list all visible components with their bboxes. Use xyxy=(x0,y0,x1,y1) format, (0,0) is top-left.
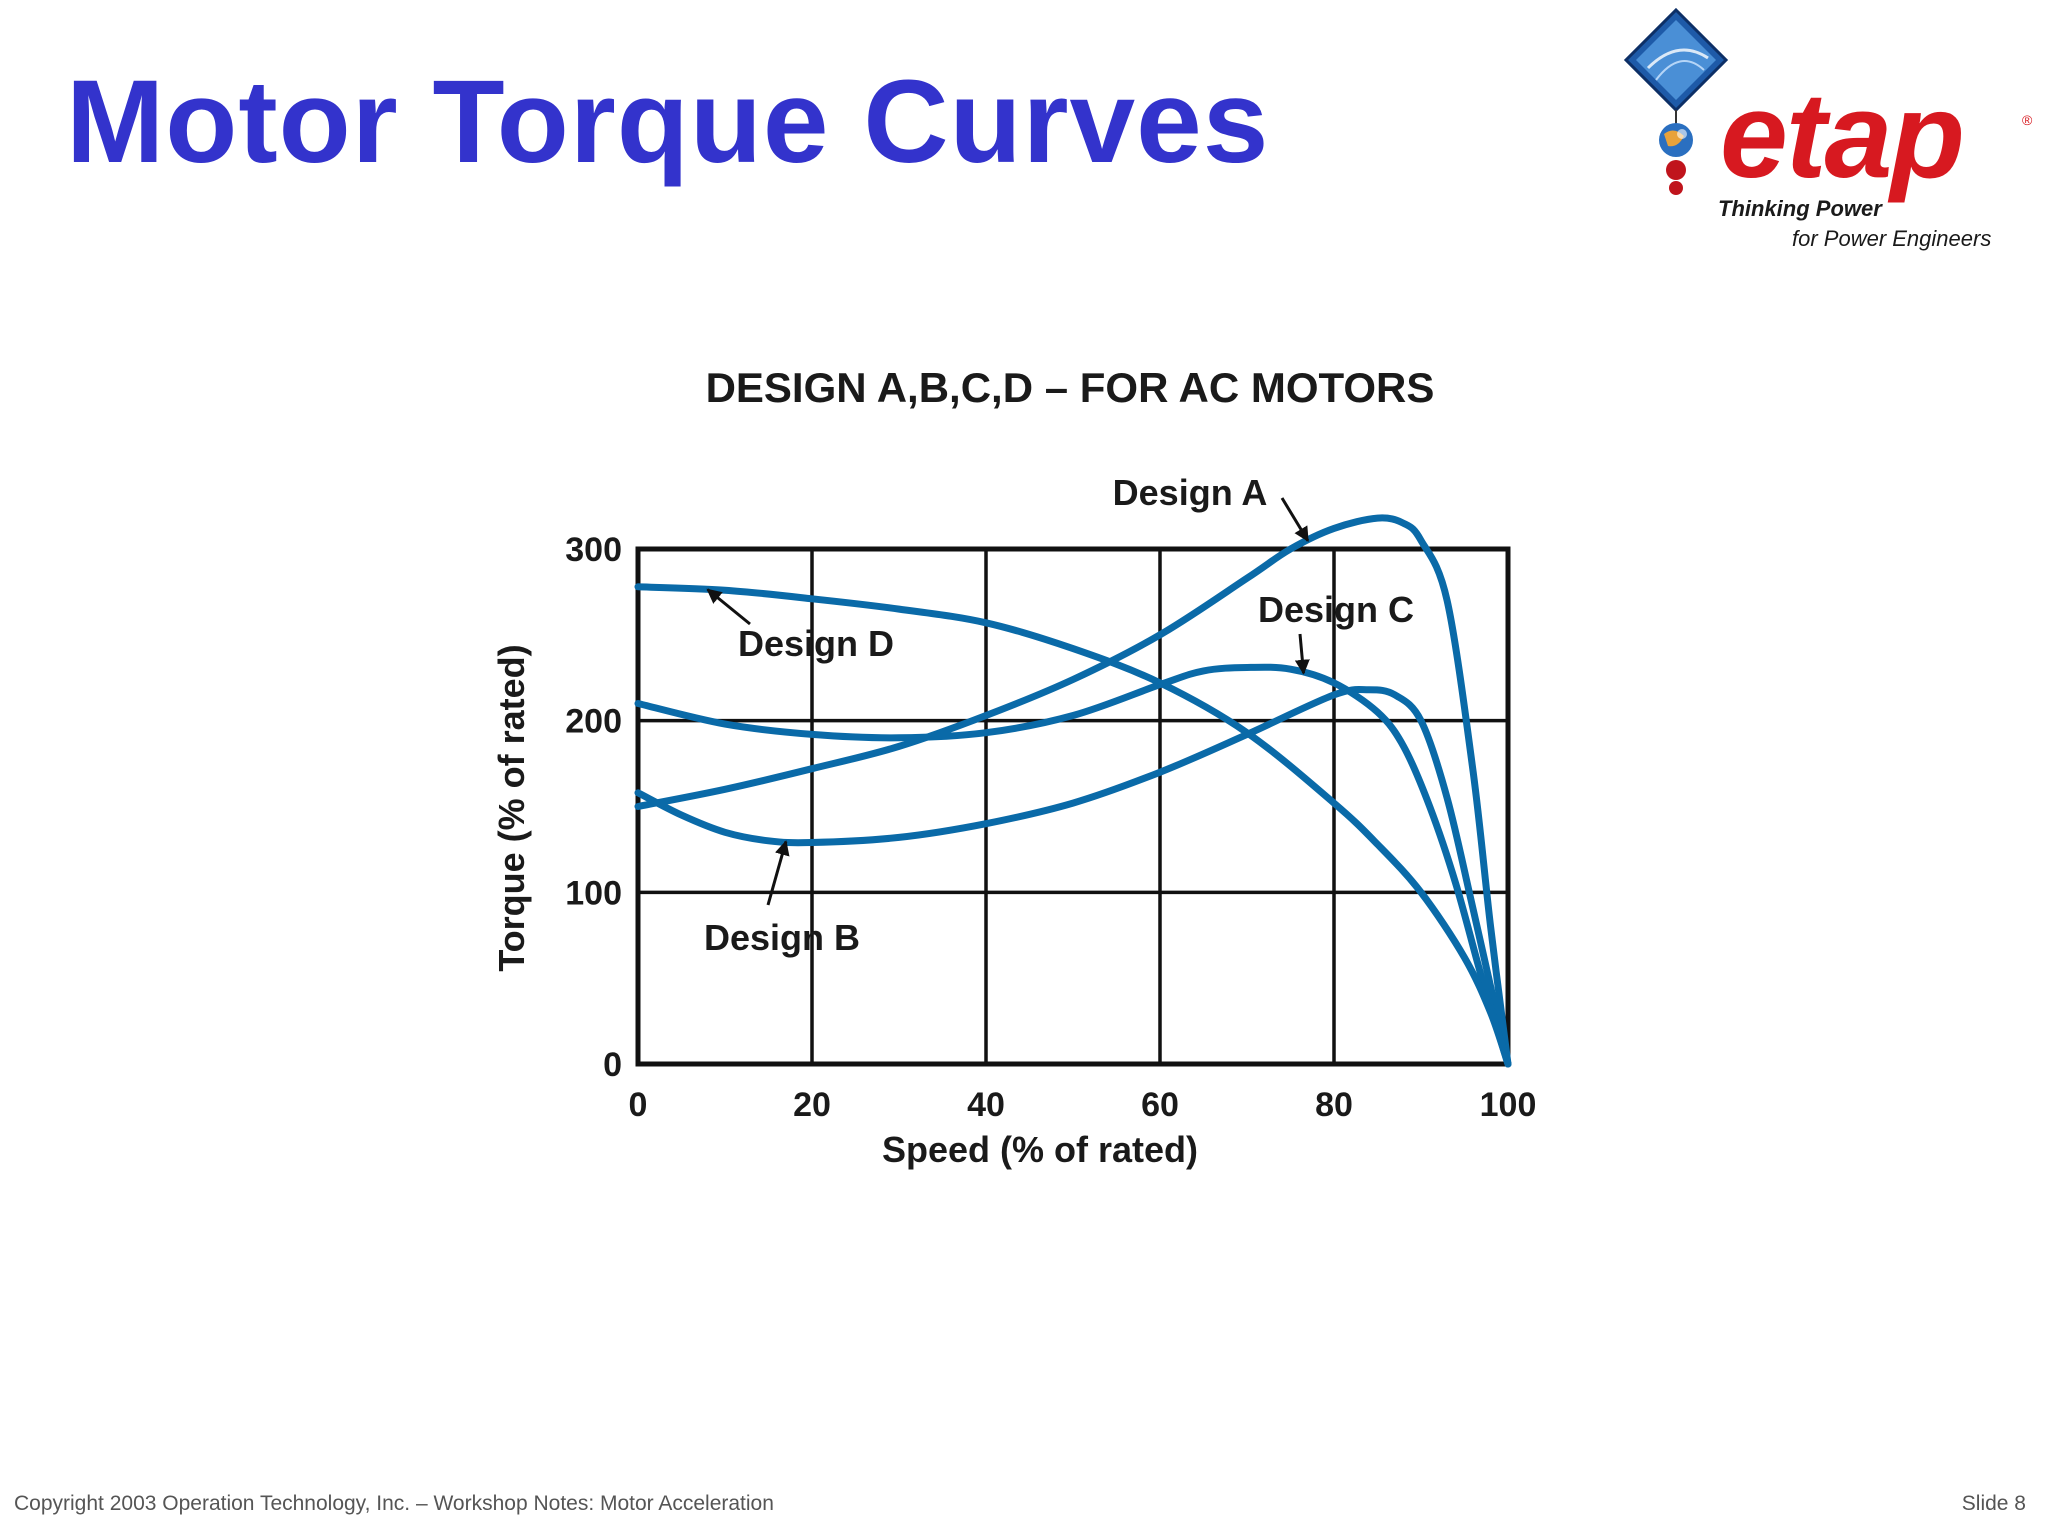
y-tick-label: 200 xyxy=(565,703,622,741)
y-tick-label: 100 xyxy=(565,874,622,912)
annotation-design-b: Design B xyxy=(704,917,860,958)
x-tick-label: 60 xyxy=(1141,1086,1179,1124)
y-tick-label: 0 xyxy=(603,1046,622,1084)
chart-annotations: Design A Design B Design C Design D xyxy=(704,472,1414,958)
annotation-arrow-design-a xyxy=(1280,497,1310,543)
slide-title: Motor Torque Curves xyxy=(66,56,1270,188)
chart-series xyxy=(634,514,1512,1068)
logo-tagline-2: for Power Engineers xyxy=(1792,226,1992,251)
etap-logo: etap ® Thinking Power for Power Engineer… xyxy=(1608,8,2038,263)
chart-grid xyxy=(635,546,1511,1067)
x-tick-label: 20 xyxy=(793,1086,831,1124)
logo-graphic xyxy=(1623,8,1729,195)
logo-registered-mark: ® xyxy=(2022,112,2033,128)
series-line-design-a xyxy=(634,514,1512,1068)
x-tick-label: 100 xyxy=(1480,1086,1537,1124)
x-tick-label: 40 xyxy=(967,1086,1005,1124)
footer-copyright: Copyright 2003 Operation Technology, Inc… xyxy=(14,1492,774,1515)
y-tick-label: 300 xyxy=(565,531,622,569)
x-tick-label: 0 xyxy=(629,1086,648,1124)
red-balls-icon xyxy=(1666,160,1686,195)
slide-number: Slide 8 xyxy=(1961,1492,2026,1515)
annotation-design-c: Design C xyxy=(1258,589,1414,630)
logo-wordmark: etap xyxy=(1720,67,1965,203)
y-axis-label: Torque (% of rated) xyxy=(491,644,532,971)
x-axis-label: Speed (% of rated) xyxy=(882,1129,1198,1170)
logo-tagline-1: Thinking Power xyxy=(1718,196,1882,221)
series-line-design-c xyxy=(634,663,1512,1068)
annotation-arrow-design-c xyxy=(1294,633,1310,675)
x-tick-label: 80 xyxy=(1315,1086,1353,1124)
annotation-arrow-design-b xyxy=(766,840,790,906)
series-line-design-d xyxy=(634,583,1512,1068)
chart-title: DESIGN A,B,C,D – FOR AC MOTORS xyxy=(706,364,1435,411)
series-line-design-b xyxy=(634,685,1512,1068)
annotation-arrow-design-d xyxy=(706,588,751,626)
globe-icon xyxy=(1659,123,1693,157)
annotation-design-d: Design D xyxy=(738,623,894,664)
chart-ticks: 0 20 40 60 80 100 0 100 200 300 xyxy=(565,531,1536,1124)
annotation-design-a: Design A xyxy=(1113,472,1268,513)
